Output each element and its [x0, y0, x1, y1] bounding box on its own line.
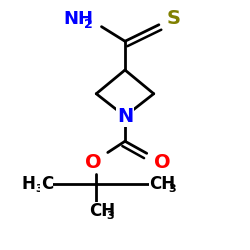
Text: H: H	[21, 175, 35, 193]
Text: C: C	[41, 175, 53, 193]
Text: O: O	[154, 152, 170, 172]
Text: N: N	[117, 107, 133, 126]
Text: 2: 2	[84, 18, 93, 31]
Text: 3: 3	[36, 184, 44, 194]
Text: S: S	[167, 8, 181, 28]
Text: NH: NH	[64, 10, 94, 28]
Text: CH: CH	[150, 175, 176, 193]
Text: 3: 3	[107, 211, 114, 221]
Text: O: O	[85, 152, 101, 172]
Text: 3: 3	[168, 184, 175, 194]
Text: CH: CH	[89, 202, 115, 220]
